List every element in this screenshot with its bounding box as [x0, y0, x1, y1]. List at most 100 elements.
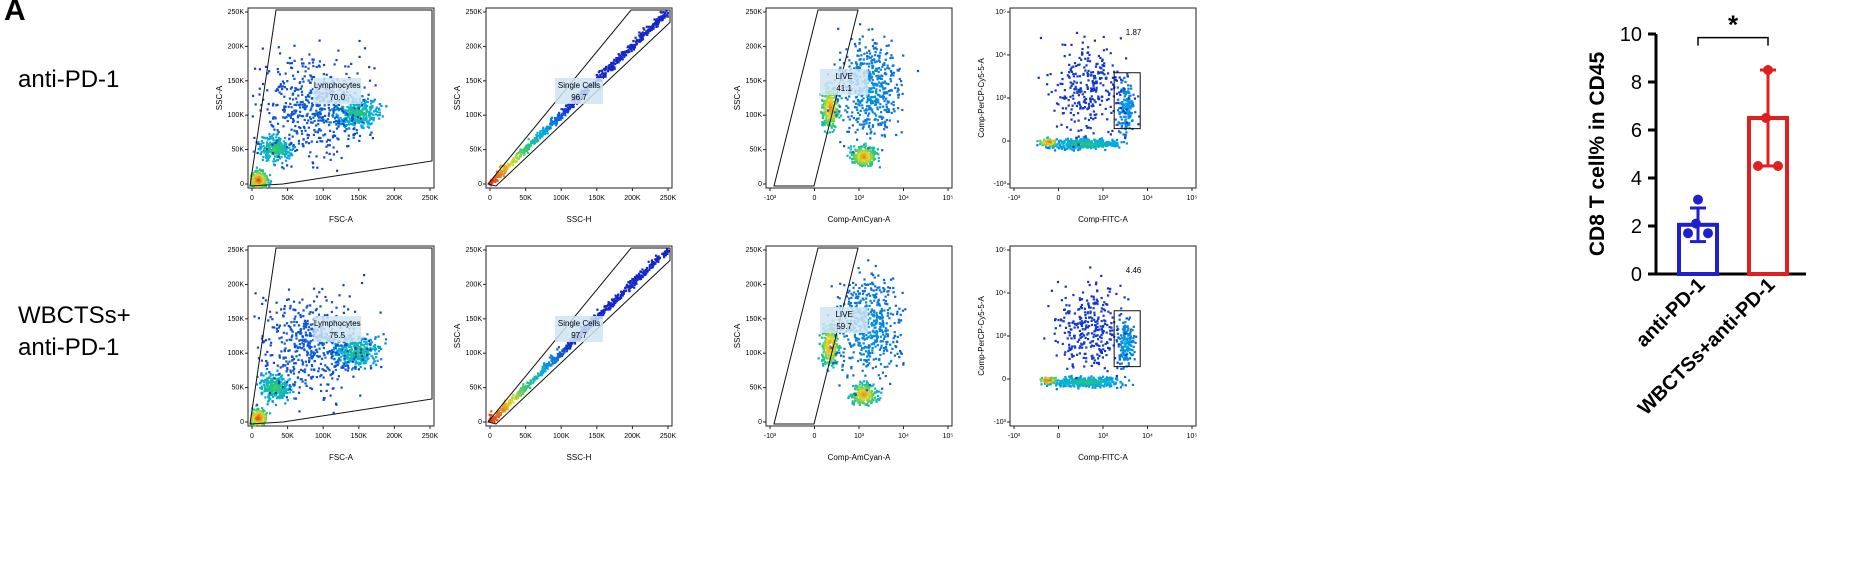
event-dot: [866, 133, 868, 135]
event-dot: [347, 354, 349, 356]
event-dot: [1103, 36, 1105, 38]
event-dot: [269, 398, 271, 400]
event-dot: [360, 117, 362, 119]
event-dot: [1108, 98, 1110, 100]
event-dot: [278, 46, 280, 48]
event-dot: [269, 141, 271, 143]
x-tick-label: 200K: [624, 195, 641, 202]
event-dot: [865, 143, 867, 145]
event-dot: [1110, 106, 1112, 108]
event-dot: [278, 131, 280, 133]
event-dot: [1128, 104, 1130, 106]
event-dot: [851, 115, 853, 117]
event-dot: [836, 112, 838, 114]
event-dot: [363, 344, 365, 346]
event-dot: [852, 151, 854, 153]
event-dot: [504, 167, 506, 169]
event-dot: [1119, 102, 1121, 104]
event-dot: [527, 143, 529, 145]
event-dot: [384, 342, 386, 344]
event-dot: [343, 352, 345, 354]
event-dot: [855, 103, 857, 105]
event-dot: [1129, 107, 1131, 109]
event-dot: [1090, 113, 1092, 115]
event-dot: [1085, 64, 1087, 66]
event-dot: [372, 137, 374, 139]
event-dot: [885, 59, 887, 61]
event-dot: [380, 348, 382, 350]
event-dot: [335, 59, 337, 61]
event-dot: [328, 107, 330, 109]
event-dot: [375, 108, 377, 110]
event-dot: [1073, 88, 1075, 90]
event-dot: [306, 141, 308, 143]
event-dot: [1121, 125, 1123, 127]
event-dot: [357, 358, 359, 360]
event-dot: [1119, 122, 1121, 124]
event-dot: [541, 136, 543, 138]
event-dot: [859, 64, 861, 66]
event-dot: [539, 130, 541, 132]
event-dot: [856, 109, 858, 111]
event-dot: [333, 104, 335, 106]
event-dot: [378, 350, 380, 352]
event-dot: [879, 106, 881, 108]
event-dot: [859, 48, 861, 50]
event-dot: [352, 118, 354, 120]
event-dot: [822, 122, 824, 124]
event-dot: [1087, 74, 1089, 76]
event-dot: [871, 55, 873, 57]
event-dot: [264, 175, 266, 177]
event-dot: [348, 127, 350, 129]
event-dot: [295, 104, 297, 106]
event-dot: [860, 54, 862, 56]
event-dot: [1038, 77, 1040, 79]
event-dot: [1072, 73, 1074, 75]
event-dot: [863, 156, 865, 158]
event-dot: [561, 113, 563, 115]
event-dot: [859, 42, 861, 44]
event-dot: [349, 357, 351, 359]
event-dot: [1087, 52, 1089, 54]
event-dot: [320, 116, 322, 118]
event-dot: [640, 35, 642, 37]
event-dot: [1074, 121, 1076, 123]
event-dot: [1126, 112, 1128, 114]
event-dot: [853, 117, 855, 119]
event-dot: [333, 153, 335, 155]
event-dot: [872, 102, 874, 104]
event-dot: [1107, 131, 1109, 133]
event-dot: [871, 65, 873, 67]
event-dot: [868, 50, 870, 52]
event-dot: [558, 112, 560, 114]
event-dot: [347, 120, 349, 122]
event-dot: [862, 162, 864, 164]
x-tick-label: 0: [1057, 195, 1061, 202]
event-dot: [353, 107, 355, 109]
event-dot: [823, 100, 825, 102]
event-dot: [1061, 72, 1063, 74]
event-dot: [354, 343, 356, 345]
event-dot: [338, 119, 340, 121]
x-axis-label: FSC-A: [329, 215, 354, 224]
event-dot: [282, 125, 284, 127]
event-dot: [1125, 108, 1127, 110]
event-dot: [834, 111, 836, 113]
x-tick-label: 0: [488, 195, 492, 202]
event-dot: [275, 104, 277, 106]
event-dot: [266, 89, 268, 91]
event-dot: [873, 147, 875, 149]
event-dot: [839, 59, 841, 61]
event-dot: [537, 140, 539, 142]
event-dot: [292, 94, 294, 96]
event-dot: [1100, 77, 1102, 79]
event-dot: [269, 388, 271, 390]
event-dot: [888, 108, 890, 110]
event-dot: [850, 148, 852, 150]
event-dot: [533, 143, 535, 145]
event-dot: [1119, 94, 1121, 96]
event-dot: [1086, 127, 1088, 129]
event-dot: [869, 71, 871, 73]
event-dot: [856, 118, 858, 120]
event-dot: [309, 82, 311, 84]
